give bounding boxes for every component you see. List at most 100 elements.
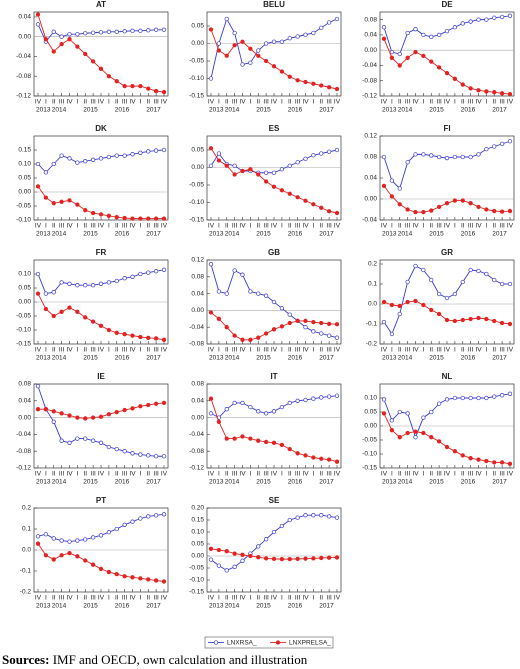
y-tick-label: 0.2	[368, 261, 377, 268]
year-label: 2017	[492, 231, 507, 238]
x-tick-label: II	[146, 223, 150, 230]
source-label: Sources:	[2, 652, 50, 667]
year-label: 2013	[209, 231, 224, 238]
x-tick-label: III	[326, 99, 332, 106]
y-tick-label: -0.10	[189, 199, 204, 206]
y-tick-label: -0.08	[362, 77, 377, 84]
x-tick-label: III	[295, 347, 301, 354]
x-tick-label: I	[76, 347, 78, 354]
x-tick-label: I	[281, 347, 283, 354]
x-tick-label: I	[139, 223, 141, 230]
x-tick-label: I	[249, 471, 251, 478]
data-point	[35, 407, 41, 412]
x-tick-label: IV	[66, 347, 73, 354]
x-tick-label: III	[468, 223, 474, 230]
data-point	[436, 291, 442, 297]
data-point	[499, 91, 505, 96]
data-point	[153, 269, 159, 274]
data-point	[436, 32, 442, 38]
data-point	[122, 449, 127, 454]
data-point	[67, 440, 72, 445]
data-point	[311, 320, 316, 325]
x-tick-label: I	[485, 347, 487, 354]
x-tick-label: I	[108, 595, 110, 602]
series-line	[210, 17, 338, 79]
x-tick-label: IV	[66, 223, 73, 230]
data-point	[208, 396, 214, 401]
x-tick-label: I	[281, 595, 283, 602]
x-tick-label: IV	[129, 595, 136, 602]
data-point	[413, 435, 418, 440]
data-point	[216, 419, 222, 424]
x-tick-label: I	[422, 471, 424, 478]
x-tick-label: III	[153, 223, 159, 230]
data-point	[51, 536, 56, 541]
y-tick-label: 0.00	[18, 33, 31, 40]
x-tick-label: IV	[98, 347, 105, 354]
data-point	[303, 513, 308, 518]
data-point	[334, 16, 340, 22]
x-tick-label: II	[115, 347, 119, 354]
data-point	[295, 515, 300, 520]
data-point	[452, 154, 458, 160]
panel-title: AT	[96, 0, 106, 9]
x-tick-label: IV	[129, 347, 136, 354]
data-point	[90, 283, 96, 288]
x-tick-label: III	[90, 595, 96, 602]
data-point	[240, 272, 245, 277]
data-point	[287, 320, 292, 326]
data-point	[90, 535, 96, 540]
y-tick-label: -0.15	[362, 465, 377, 472]
data-point	[381, 25, 387, 30]
data-point	[452, 291, 458, 297]
year-label: 2016	[115, 231, 130, 238]
data-point	[153, 336, 159, 341]
x-tick-label: III	[499, 99, 505, 106]
x-tick-label: IV	[239, 595, 246, 602]
data-point	[83, 159, 88, 164]
year-label: 2014	[225, 479, 240, 486]
data-point	[429, 277, 434, 283]
data-point	[114, 278, 119, 284]
x-tick-label: II	[115, 595, 119, 602]
data-point	[98, 281, 104, 286]
data-point	[256, 544, 261, 549]
y-tick-label: -0.15	[189, 589, 204, 596]
y-tick-label: 0.2	[22, 505, 31, 512]
x-tick-label: I	[391, 223, 393, 230]
x-tick-label: I	[249, 223, 251, 230]
x-tick-label: III	[122, 595, 128, 602]
data-point	[397, 311, 402, 317]
data-point	[421, 430, 426, 436]
data-point	[405, 55, 410, 60]
data-point	[319, 395, 324, 400]
x-tick-label: I	[76, 223, 78, 230]
data-point	[153, 578, 159, 583]
data-point	[389, 194, 395, 199]
year-label: 2014	[52, 107, 67, 114]
x-tick-label: II	[492, 471, 496, 478]
x-tick-label: IV	[161, 347, 168, 354]
year-label: 2016	[461, 479, 476, 486]
data-point	[208, 262, 214, 267]
data-point	[138, 334, 143, 340]
data-point	[59, 553, 64, 558]
data-point	[444, 28, 450, 34]
y-tick-label: 0.05	[18, 175, 31, 182]
data-point	[122, 29, 127, 34]
data-point	[51, 313, 56, 319]
x-tick-label: III	[153, 471, 159, 478]
data-point	[405, 411, 410, 416]
data-point	[311, 455, 316, 460]
data-point	[146, 453, 151, 458]
data-point	[224, 407, 229, 412]
year-label: 2017	[146, 107, 161, 114]
plot-frame	[379, 259, 515, 345]
data-point	[67, 305, 72, 310]
data-point	[476, 268, 481, 274]
year-label: 2014	[225, 603, 240, 610]
x-tick-label: I	[218, 223, 220, 230]
data-point	[397, 51, 402, 57]
panel-title: GB	[268, 248, 280, 257]
x-tick-label: IV	[239, 223, 246, 230]
